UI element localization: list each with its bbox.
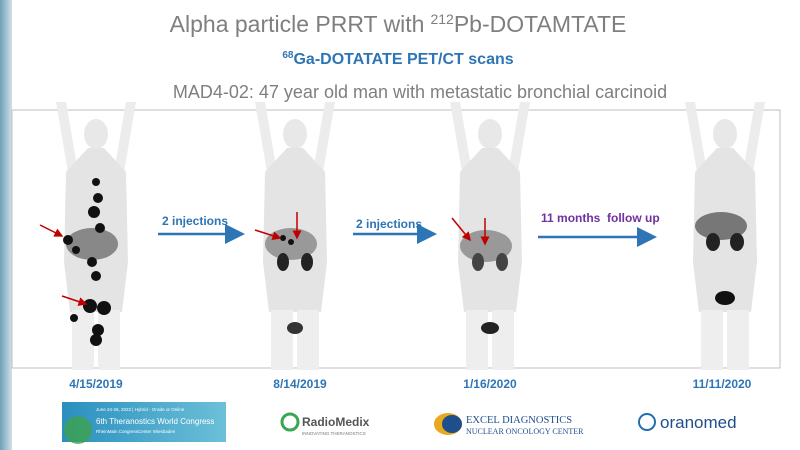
title-superscript: 212 [430,11,454,27]
title-prefix: Alpha particle PRRT with [170,11,425,37]
transition-arrows [158,224,657,247]
scan-2019-04 [56,102,136,370]
congress-name: 6th Theranostics World Congress [96,417,214,426]
oranomed-name: oranomed [660,413,737,432]
transition-label: 2 injections [356,217,422,231]
subtitle-text: Ga-DOTATATE PET/CT scans [293,51,513,68]
excel-name: EXCEL DIAGNOSTICS [466,415,572,426]
congress-venue: RheinMain CongressCenter Wiesbaden [96,429,176,434]
excel-logo: EXCEL DIAGNOSTICS NUCLEAR ONCOLOGY CENTE… [434,413,584,436]
dates: 4/15/2019 8/14/2019 1/16/2020 11/11/2020 [69,377,751,391]
scan-date: 8/14/2019 [273,377,327,391]
title-suffix: Pb-DOTAMTATE [454,11,627,37]
scan-date: 1/16/2020 [463,377,517,391]
scan-2020-11 [685,102,765,370]
scan-2020-01 [450,102,530,370]
scan-date: 11/11/2020 [693,377,752,391]
congress-dates: June 24-26, 2022 | Hybrid - Onsite or On… [96,407,185,412]
lesion-arrows [39,212,490,306]
radiomedix-name: RadioMedix [302,415,370,429]
slide-title: Alpha particle PRRT with 212Pb-DOTAMTATE [170,11,627,37]
side-strip [0,0,12,450]
scan-date: 4/15/2019 [69,377,123,391]
transition-label: 11 months follow up [541,211,660,225]
excel-tagline: NUCLEAR ONCOLOGY CENTER [466,427,584,436]
congress-logo: June 24-26, 2022 | Hybrid - Onsite or On… [62,402,226,444]
transition-label: 2 injections [162,214,228,228]
radiomedix-logo: RadioMedix INNOVATING THERANOSTICS [280,412,370,436]
radiomedix-tagline: INNOVATING THERANOSTICS [302,431,366,436]
case-description: MAD4-02: 47 year old man with metastatic… [173,82,667,102]
subtitle-superscript: 68 [282,50,294,61]
oranomed-logo: oranomed [638,413,737,432]
subtitle: 68Ga-DOTATATE PET/CT scans [282,50,513,68]
